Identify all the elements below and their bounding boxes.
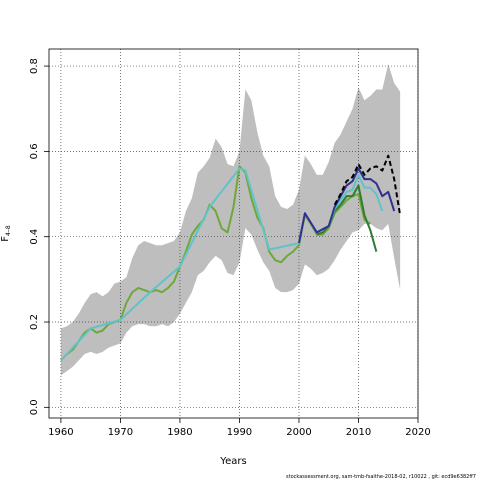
y-tick-label: 0.2 [29,314,40,330]
series-layer [60,154,402,362]
x-axis-title: Years [219,456,246,467]
y-tick-label: 0.8 [29,58,40,74]
x-tick-label: 2010 [346,427,371,438]
axes-layer: 1960 1970 1980 1990 2000 2010 2020 0.0 0.2 0.4 0.6… [29,58,431,438]
y-axis-title-main: F [0,236,11,242]
y-tick-label: 0.4 [29,229,40,245]
plot-frame [48,48,419,419]
x-tick-label: 1990 [227,427,252,438]
y-tick-label: 0.6 [29,143,40,159]
y-tick-label: 0.0 [29,399,40,415]
footer-text: stockassessment.org, sam-tmb-fsaithe-201… [286,474,476,480]
x-tick-label: 2020 [405,427,430,438]
y-axis-title-subscript: 4–8 [5,225,12,236]
x-tick-label: 1970 [108,427,133,438]
series-line-4 [297,167,396,244]
y-axis-title: F4–8 [0,225,12,242]
series-line-5 [333,154,402,216]
x-tick-label: 2000 [286,427,311,438]
x-tick-label: 1960 [48,427,73,438]
x-tick-label: 1980 [167,427,192,438]
